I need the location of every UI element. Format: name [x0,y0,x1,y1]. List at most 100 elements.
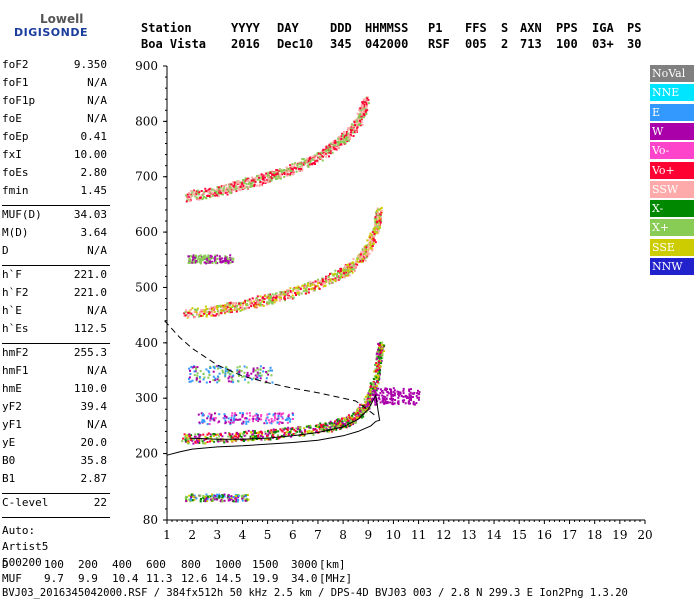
data-point [252,369,255,372]
data-point [352,261,354,264]
data-point [196,372,199,375]
data-point [336,274,338,277]
data-point [235,184,238,187]
data-point [349,127,352,130]
data-point [223,310,226,312]
data-point [223,495,226,498]
param-label: M(D) [2,226,29,239]
data-point [286,418,289,421]
x-tick-label: 2 [188,528,196,542]
data-point [342,138,345,141]
data-point [366,239,369,242]
data-point [350,266,353,269]
data-point [218,495,221,498]
header-row1-cell: YYYY [231,21,260,35]
separator [2,265,110,266]
data-point [282,412,285,415]
data-point [358,109,361,112]
data-point [262,370,265,373]
data-point [254,178,257,181]
data-point [208,188,211,190]
data-point [324,279,327,282]
data-point [336,424,339,427]
data-point [378,394,381,397]
data-point [247,186,250,188]
data-point [377,372,380,375]
data-point [289,429,292,432]
data-point [352,423,354,426]
data-point [270,431,273,434]
data-point [381,354,384,357]
data-point [343,269,345,272]
data-point [385,398,388,401]
data-point [359,124,362,127]
data-point [376,394,379,396]
data-point [241,439,244,442]
data-point [199,370,202,373]
data-point [399,392,402,395]
data-point [192,438,195,441]
data-point [208,371,211,374]
data-point [346,265,349,268]
data-point [352,412,355,415]
data-point [191,261,194,264]
data-point [365,408,368,411]
data-point [260,374,263,377]
data-point [223,188,226,191]
data-point [224,312,226,315]
data-point [276,173,279,176]
data-point [192,193,195,196]
data-point [200,311,203,314]
data-point [378,353,381,356]
data-point [246,178,249,181]
data-point [390,396,393,399]
data-point [189,380,192,383]
data-point [399,391,402,394]
data-point [213,367,216,370]
data-point [212,370,215,373]
data-point [207,257,210,260]
data-point [209,254,212,257]
data-point [253,438,256,441]
data-point [347,419,349,422]
data-point [366,249,369,252]
data-point [259,377,262,380]
data-point [352,418,355,421]
data-point [393,389,396,392]
data-point [344,142,347,145]
data-point [258,304,261,307]
data-point [320,426,323,429]
data-point [246,371,249,374]
data-point [224,262,227,264]
data-point [335,144,338,146]
data-point [362,258,365,261]
data-point [268,421,271,424]
data-point [311,157,314,160]
data-point [225,366,228,368]
data-point [320,155,323,158]
data-point [290,165,293,168]
data-point [271,420,274,423]
data-point [380,362,383,364]
data-point [236,186,239,189]
data-point [212,494,215,497]
data-point [194,261,197,264]
data-point [317,423,320,426]
data-point [261,297,264,299]
data-point [376,213,379,216]
data-point [199,196,202,199]
data-point [247,182,250,185]
data-point [221,369,224,372]
data-point [359,253,362,256]
data-point [402,387,405,390]
data-point [342,141,345,144]
data-point [346,139,349,141]
data-point [202,312,205,315]
data-point [214,191,217,194]
data-point [345,419,348,422]
data-point [199,262,202,265]
data-point [229,307,232,309]
data-point [301,158,304,161]
legend-item-ssw: SSW [650,180,694,198]
data-point [193,189,195,192]
